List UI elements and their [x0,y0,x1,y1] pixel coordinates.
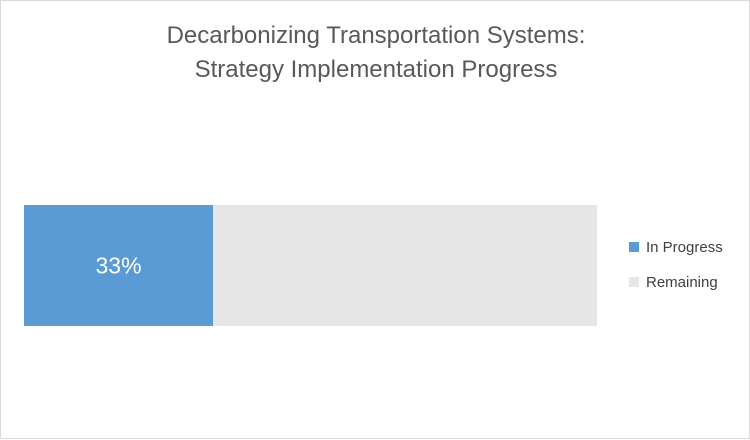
bar-group: 33% [24,205,597,326]
legend-label-in-progress: In Progress [646,238,723,256]
legend-swatch-remaining [629,277,639,287]
chart-title: Decarbonizing Transportation Systems: St… [1,19,750,87]
legend-item-in-progress: In Progress [629,236,723,258]
bar-segment-in-progress [24,205,214,326]
bar-segment-remaining [213,205,597,326]
legend-item-remaining: Remaining [629,271,723,293]
legend-label-remaining: Remaining [646,273,718,291]
legend: In Progress Remaining [629,236,723,306]
chart-title-line-2: Strategy Implementation Progress [194,56,558,83]
data-label-in-progress: 33% [96,253,142,279]
chart-title-line-1: Decarbonizing Transportation Systems: [166,22,586,49]
legend-swatch-in-progress [629,242,639,252]
